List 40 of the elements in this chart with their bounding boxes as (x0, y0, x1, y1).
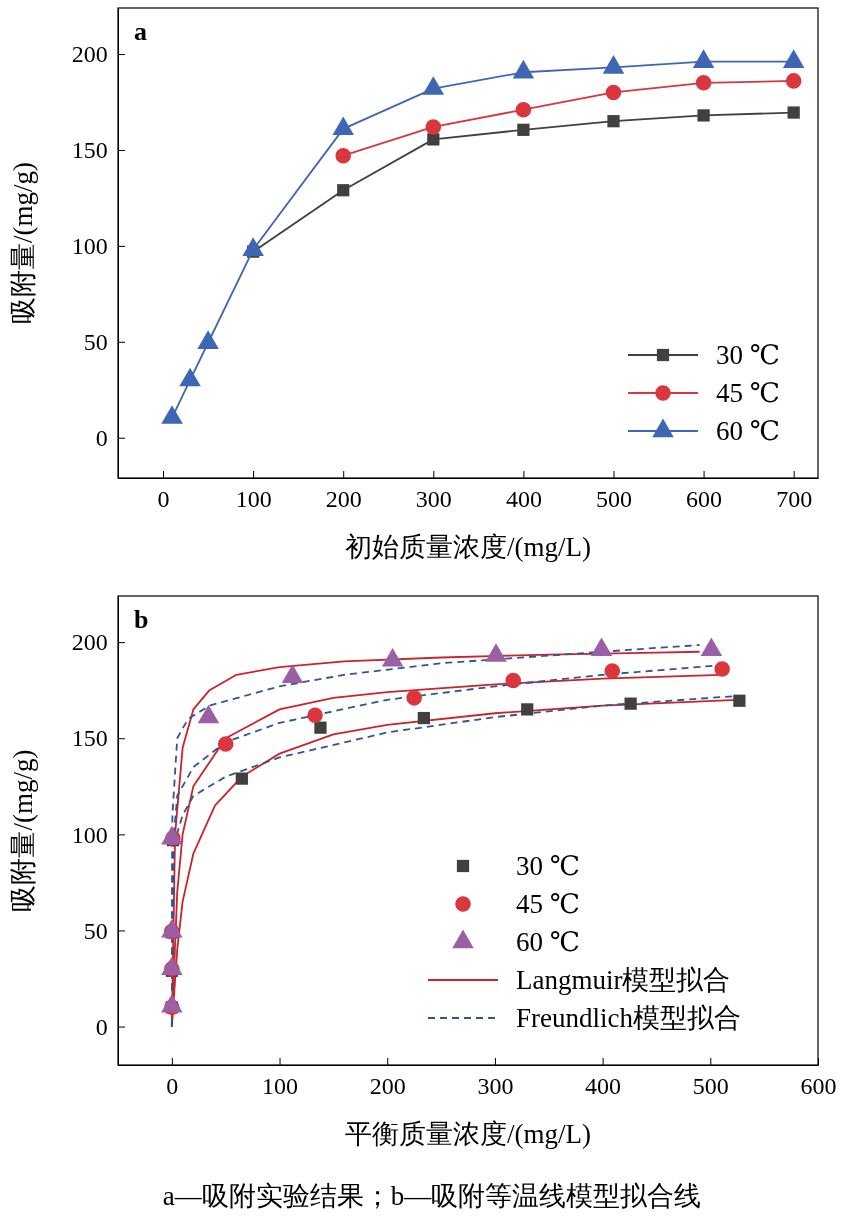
text: a—吸附实验结果；b—吸附等温线模型拟合线 (162, 1181, 702, 1211)
x-tick-label: 200 (325, 486, 362, 513)
x-tick-label: 600 (686, 486, 723, 513)
y-axis-title: 吸附量/(mg/g) (8, 749, 38, 912)
chart-title: b (134, 605, 149, 634)
x-tick-label: 0 (166, 1073, 179, 1100)
x-tick-label: 100 (235, 486, 272, 513)
x-tick-label: 600 (800, 1073, 837, 1100)
y-axis-title: 吸附量/(mg/g) (8, 162, 38, 324)
y-tick-label: 200 (71, 629, 108, 656)
y-tick-label: 100 (71, 233, 108, 260)
x-tick-label: 700 (776, 486, 813, 513)
legend-label: Langmuir模型拟合 (516, 965, 731, 995)
chart-title: a (134, 17, 147, 46)
legend-label: 30 ℃ (516, 851, 580, 881)
x-tick-label: 500 (596, 486, 632, 513)
y-tick-label: 150 (71, 725, 108, 752)
legend-label: 45 ℃ (716, 378, 780, 408)
y-tick-label: 50 (83, 328, 108, 355)
legend-label: 45 ℃ (516, 889, 580, 919)
y-tick-label: 0 (95, 1013, 108, 1040)
x-axis-title: 初始质量浓度/(mg/L) (345, 532, 591, 562)
legend-label: Freundlich模型拟合 (516, 1003, 741, 1033)
x-tick-label: 400 (585, 1073, 622, 1100)
x-tick-label: 300 (415, 486, 452, 513)
y-tick-label: 0 (95, 424, 108, 451)
x-tick-label: 500 (692, 1073, 729, 1100)
x-tick-label: 200 (369, 1073, 406, 1100)
x-tick-label: 400 (505, 486, 542, 513)
legend-label: 30 ℃ (716, 340, 780, 370)
x-tick-label: 300 (477, 1073, 514, 1100)
y-tick-label: 100 (71, 821, 108, 848)
legend-label: 60 ℃ (516, 927, 580, 957)
y-tick-label: 150 (71, 137, 108, 164)
y-tick-label: 50 (83, 917, 108, 944)
y-tick-label: 200 (71, 41, 108, 68)
legend-label: 60 ℃ (716, 416, 780, 446)
x-axis-title: 平衡质量浓度/(mg/L) (345, 1119, 591, 1149)
x-tick-label: 0 (157, 486, 170, 513)
x-tick-label: 100 (262, 1073, 299, 1100)
